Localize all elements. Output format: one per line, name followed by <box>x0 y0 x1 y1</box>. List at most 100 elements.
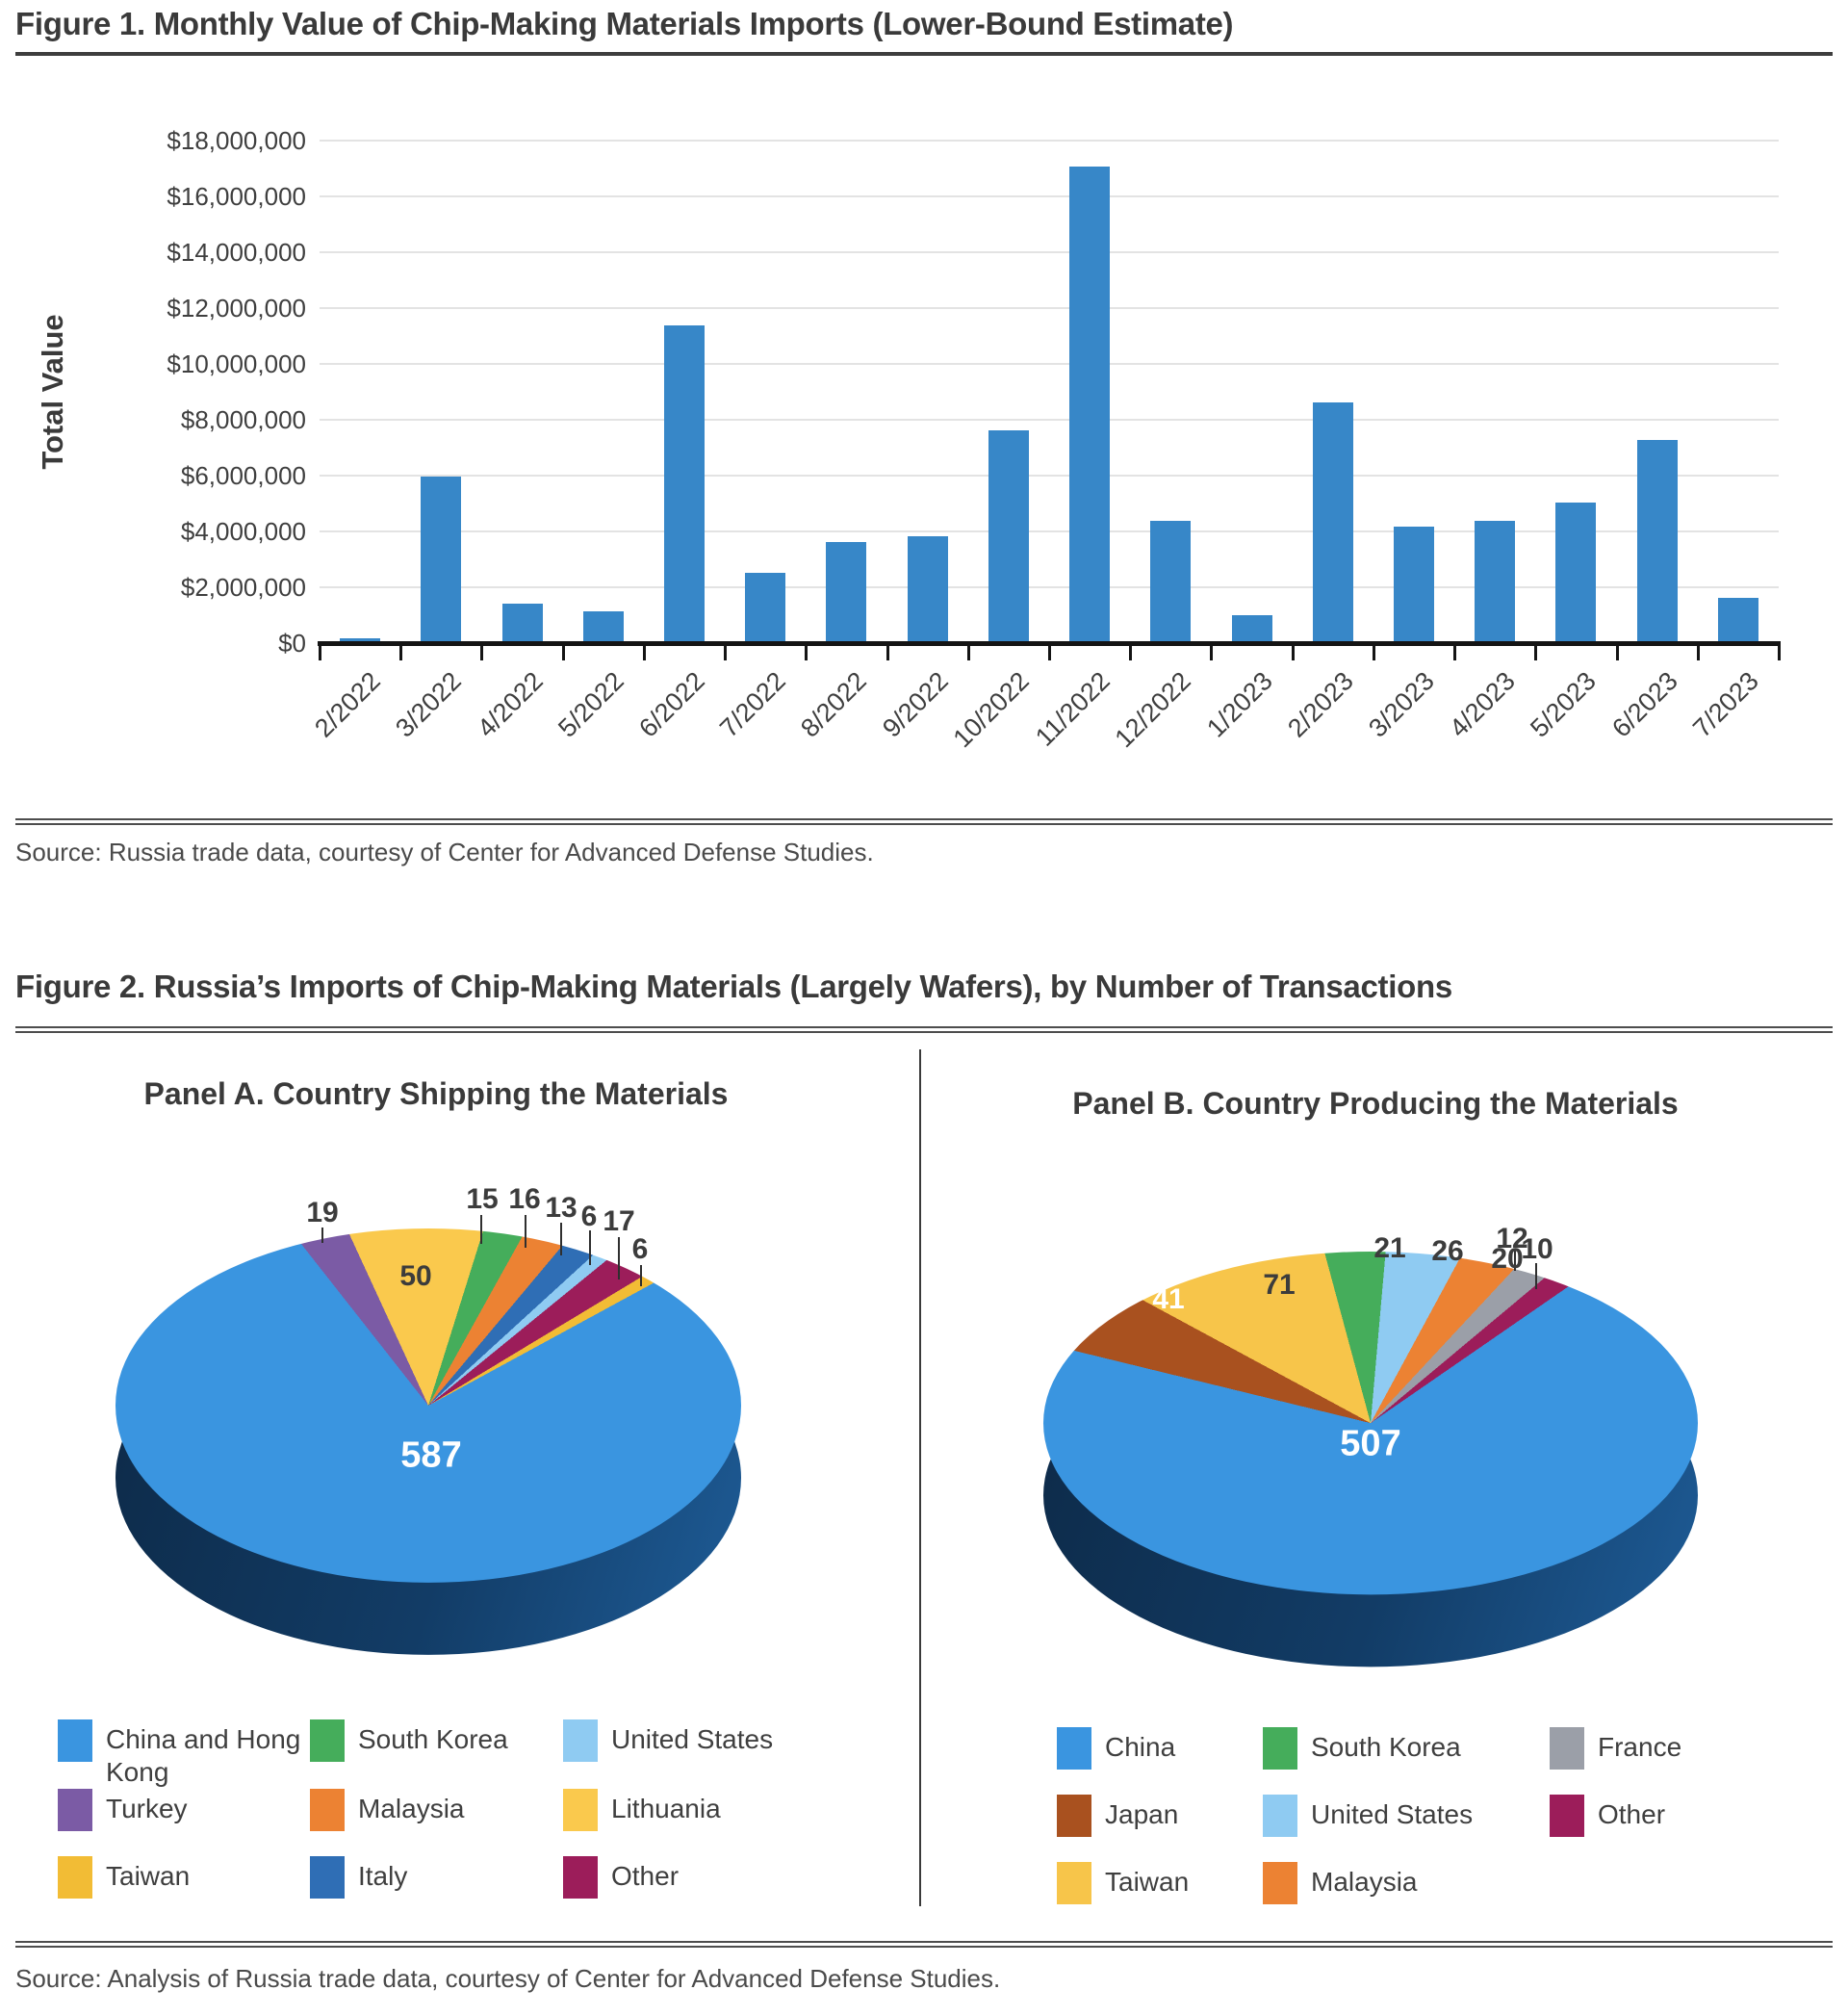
legend-swatch <box>1550 1727 1584 1770</box>
legend-swatch <box>1550 1795 1584 1837</box>
legend-label: China and Hong Kong <box>106 1724 301 1787</box>
pieB-value-south-korea: 21 <box>1373 1232 1406 1264</box>
legend-item-china-and-hong-kong: China and Hong Kong <box>58 1719 307 1787</box>
bar-1/2023 <box>1232 615 1272 641</box>
bar-9/2022 <box>908 536 948 641</box>
legend-item-united-states: United States <box>563 1719 812 1787</box>
legend-item-turkey: Turkey <box>58 1789 307 1856</box>
pieB-value-united-states: 26 <box>1431 1235 1464 1267</box>
x-tick <box>643 644 646 660</box>
pieB-disc <box>1043 1252 1698 1595</box>
legend-swatch <box>310 1719 345 1762</box>
legend-label: South Korea <box>358 1724 508 1754</box>
x-label-10/2022: 10/2022 <box>947 666 1036 754</box>
bar-chart-x-axis-line <box>318 641 1781 646</box>
x-label-2/2022: 2/2022 <box>309 666 387 743</box>
bar-7/2023 <box>1718 598 1758 641</box>
legend-label: Taiwan <box>1105 1867 1190 1897</box>
legend-item-malaysia: Malaysia <box>310 1789 559 1856</box>
x-tick <box>805 644 808 660</box>
figure2-title-rule <box>15 1026 1833 1033</box>
legend-label: China <box>1105 1732 1176 1762</box>
x-label-3/2022: 3/2022 <box>390 666 468 743</box>
x-tick <box>1048 644 1051 660</box>
legend-swatch <box>1057 1795 1091 1837</box>
y-tick-label: $12,000,000 <box>167 294 306 323</box>
bar-chart: $18,000,000 $16,000,000 $14,000,000 $12,000… <box>0 0 1848 828</box>
pieA-value-china-hong-kong: 587 <box>400 1434 462 1476</box>
pieA-value-other: 17 <box>603 1205 635 1237</box>
legend-swatch <box>1057 1862 1091 1904</box>
legend-swatch <box>58 1856 92 1899</box>
x-tick <box>562 644 565 660</box>
legend-item-united-states: United States <box>1263 1795 1536 1862</box>
gridline <box>320 140 1779 142</box>
pieA-leader-other <box>618 1237 620 1279</box>
legend-swatch <box>310 1789 345 1831</box>
pieA-leader-south-korea <box>480 1215 482 1244</box>
pieA-disc <box>116 1228 741 1583</box>
bar-3/2022 <box>421 477 461 641</box>
y-tick-label: $16,000,000 <box>167 182 306 211</box>
figure1-source: Source: Russia trade data, courtesy of C… <box>15 838 874 866</box>
y-tick-label: $8,000,000 <box>180 405 306 434</box>
x-tick <box>1697 644 1700 660</box>
legend-swatch <box>58 1719 92 1762</box>
bar-chart-plot-area <box>318 140 1781 660</box>
pieA-value-italy: 13 <box>545 1192 578 1224</box>
legend-item-france: France <box>1550 1727 1823 1795</box>
y-tick-label: $6,000,000 <box>180 461 306 490</box>
x-tick <box>1373 644 1375 660</box>
panelA-title: Panel A. Country Shipping the Materials <box>143 1076 729 1111</box>
x-tick <box>319 644 321 660</box>
y-tick-label: $18,000,000 <box>167 126 306 155</box>
pieA-labels: 19 50 15 16 13 6 17 6 587 <box>116 1183 741 1655</box>
legend-label: Taiwan <box>106 1861 191 1891</box>
pieB-leader-other <box>1535 1263 1537 1289</box>
legend-label: Other <box>611 1861 680 1891</box>
pieA-value-taiwan: 6 <box>631 1233 649 1265</box>
pieA-value-malaysia: 16 <box>508 1183 541 1215</box>
pieA-leader-malaysia <box>525 1215 526 1248</box>
figure2-bottom-rule <box>15 1941 1833 1948</box>
pieB-value-other: 10 <box>1521 1233 1553 1265</box>
x-label-6/2023: 6/2023 <box>1606 666 1684 743</box>
legend-label: Turkey <box>106 1794 188 1823</box>
pieB-value-japan: 41 <box>1152 1283 1185 1315</box>
bar-5/2023 <box>1555 503 1596 641</box>
x-tick <box>1292 644 1295 660</box>
pieA-value-turkey: 19 <box>306 1197 339 1228</box>
bar-6/2023 <box>1637 440 1678 641</box>
x-tick <box>1129 644 1132 660</box>
x-label-9/2022: 9/2022 <box>877 666 955 743</box>
figure2-title: Figure 2. Russia’s Imports of Chip-Makin… <box>15 969 1452 1004</box>
bar-5/2022 <box>583 611 624 641</box>
pieA-leader-taiwan <box>640 1265 642 1286</box>
x-tick <box>399 644 402 660</box>
x-tick <box>1453 644 1456 660</box>
x-tick <box>1616 644 1619 660</box>
y-tick-label: $14,000,000 <box>167 238 306 267</box>
bar-6/2022 <box>664 325 705 641</box>
x-tick <box>724 644 727 660</box>
x-tick <box>967 644 970 660</box>
legend-item-south-korea: South Korea <box>310 1719 559 1787</box>
x-tick <box>1778 644 1781 660</box>
x-label-7/2022: 7/2022 <box>714 666 792 743</box>
x-label-3/2023: 3/2023 <box>1363 666 1441 743</box>
bar-7/2022 <box>745 573 785 641</box>
legend-item-other: Other <box>563 1856 812 1924</box>
legend-item-japan: Japan <box>1057 1795 1330 1862</box>
bar-4/2022 <box>502 604 543 641</box>
x-label-1/2023: 1/2023 <box>1201 666 1279 743</box>
legend-item-taiwan: Taiwan <box>58 1856 307 1924</box>
legend-item-lithuania: Lithuania <box>563 1789 812 1856</box>
legend-swatch <box>563 1856 598 1899</box>
pieA-leader-united-states <box>589 1230 591 1265</box>
legend-label: Japan <box>1105 1799 1179 1829</box>
pieB-value-france: 12 <box>1496 1223 1528 1254</box>
legend-label: Italy <box>358 1861 408 1891</box>
figure1-title-rule <box>15 52 1833 56</box>
legend-label: Other <box>1598 1799 1666 1829</box>
x-label-6/2022: 6/2022 <box>633 666 711 743</box>
